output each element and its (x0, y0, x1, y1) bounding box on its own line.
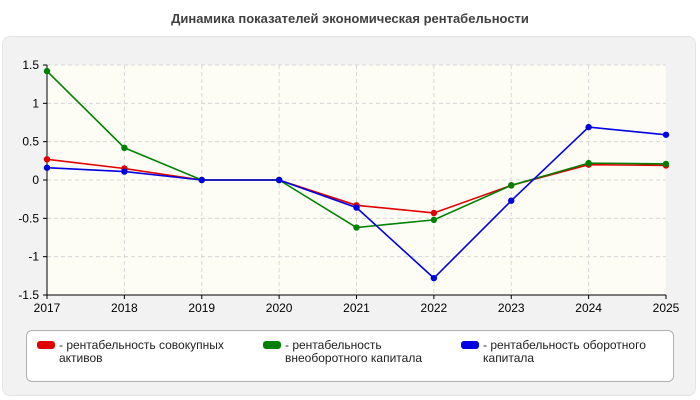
y-tick-label: 0 (32, 173, 39, 187)
data-point-1 (585, 159, 592, 167)
y-tick-label: -0.5 (18, 211, 39, 225)
x-tick-label: 2018 (111, 301, 138, 315)
y-tick-label: 0.5 (22, 135, 39, 149)
x-tick-label: 2025 (653, 301, 680, 315)
chart-title: Динамика показателей экономическая рента… (171, 11, 529, 26)
data-point-1 (43, 67, 51, 75)
x-tick-label: 2021 (343, 301, 370, 315)
y-tick-label: 1.5 (22, 58, 39, 72)
data-point-1 (662, 160, 670, 168)
x-tick-label: 2024 (575, 301, 602, 315)
data-point-0 (43, 156, 51, 163)
data-point-2 (353, 204, 360, 211)
y-tick-label: 1 (32, 96, 39, 110)
data-point-2 (662, 131, 670, 138)
data-point-2 (275, 176, 283, 184)
series-group (43, 67, 670, 282)
legend: - рентабельность совокупных активов - ре… (26, 330, 674, 382)
data-point-2 (121, 168, 128, 175)
legend-label-assets: - рентабельность совокупных активов (59, 338, 224, 365)
data-point-0 (430, 209, 438, 217)
x-tick-labels: 2017 2018 2019 2020 2021 2022 2023 2024 2025 (34, 301, 680, 315)
axes (43, 64, 667, 299)
y-tick-labels: 1.5 1 0.5 0 -0.5 -1 -1.5 (18, 58, 39, 302)
data-point-2 (43, 164, 51, 171)
data-point-1 (430, 216, 438, 224)
x-tick-label: 2022 (421, 301, 448, 315)
x-tick-label: 2017 (34, 301, 61, 315)
data-point-1 (353, 224, 360, 231)
data-point-1 (508, 182, 515, 189)
legend-swatch-assets (37, 341, 55, 349)
legend-swatch-working-capital (461, 341, 479, 349)
x-tick-label: 2020 (266, 301, 293, 315)
data-point-1 (121, 144, 128, 151)
legend-label-working-capital: - рентабельность оборотного капитала (483, 338, 646, 365)
x-tick-label: 2023 (498, 301, 525, 315)
legend-swatch-fixed-capital (263, 341, 281, 349)
y-tick-label: -1 (28, 250, 39, 264)
x-tick-label: 2019 (188, 301, 215, 315)
data-point-2 (585, 123, 592, 131)
data-point-2 (430, 274, 438, 282)
data-point-2 (508, 197, 515, 204)
data-point-2 (198, 176, 205, 184)
y-tick-label: -1.5 (18, 288, 39, 302)
legend-label-fixed-capital: - рентабельность внеоборотного капитала (285, 338, 422, 365)
